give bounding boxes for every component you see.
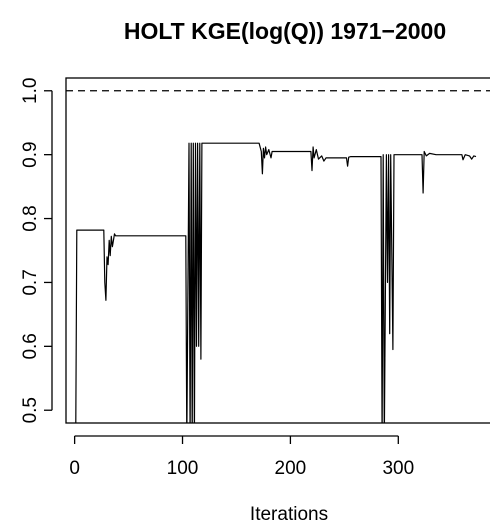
plot-frame [65,77,490,424]
x-tick-label: 100 [167,458,199,479]
x-tick-label: 300 [382,458,414,479]
y-tick-label: 1.0 [20,78,41,104]
plot-area: 0 100 200 300 0.5 0.6 0.7 0.8 0.9 1.0 [20,77,490,479]
y-tick-label: 0.7 [20,269,41,295]
chart-title: HOLT KGE(log(Q)) 1971−2000 [124,18,446,44]
y-tick-label: 0.8 [20,205,41,231]
y-tick-label: 0.9 [20,141,41,167]
x-tick-label: 0 [69,458,80,479]
series-line-0 [75,142,477,423]
x-tick-label: 200 [275,458,307,479]
y-tick-label: 0.6 [20,333,41,359]
x-axis-label: Iterations [250,504,328,525]
y-tick-label: 0.5 [20,397,41,423]
